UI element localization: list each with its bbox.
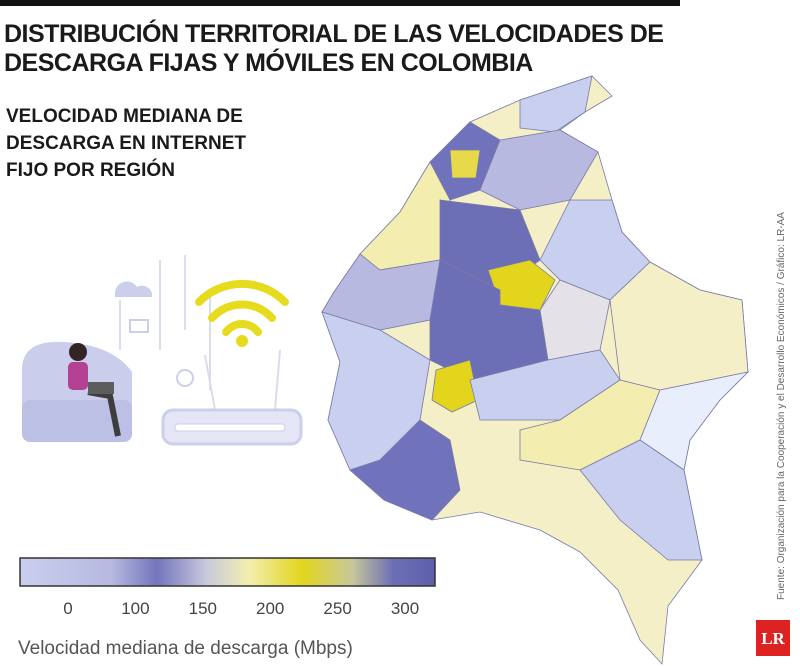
illustration [22, 255, 303, 446]
colorbar-tick-label: 300 [391, 599, 419, 618]
title-line: DISTRIBUCIÓN TERRITORIAL DE LAS VELOCIDA… [4, 18, 663, 48]
region [519, 75, 593, 133]
title-line: DESCARGA FIJAS Y MÓVILES EN COLOMBIA [4, 47, 533, 77]
colorbar-label: Velocidad mediana de descarga (Mbps) [18, 638, 353, 659]
colorbar-tick-label: 100 [121, 599, 149, 618]
top-rule [0, 0, 680, 6]
colorbar [19, 557, 436, 587]
region [609, 261, 749, 391]
region [359, 161, 451, 271]
subtitle-line: VELOCIDAD MEDIANA DE [6, 106, 243, 127]
colorbar-tick-label: 0 [63, 599, 72, 618]
colorbar-ticks: 0 100 150 200 250 300 [63, 599, 419, 618]
colorbar-tick-label: 150 [189, 599, 217, 618]
map [321, 75, 750, 665]
colorbar-tick-label: 250 [323, 599, 351, 618]
region [431, 359, 479, 413]
subtitle-line: DESCARGA EN INTERNET [6, 133, 246, 154]
colorbar-tick-label: 200 [256, 599, 284, 618]
region [449, 149, 481, 179]
source: Fuente: Organización para la Cooperación… [776, 212, 787, 600]
region [349, 419, 461, 521]
region [579, 439, 703, 561]
logo: LR [761, 629, 785, 648]
logo-box [756, 620, 790, 656]
subtitle-line: FIJO POR REGIÓN [6, 159, 175, 181]
